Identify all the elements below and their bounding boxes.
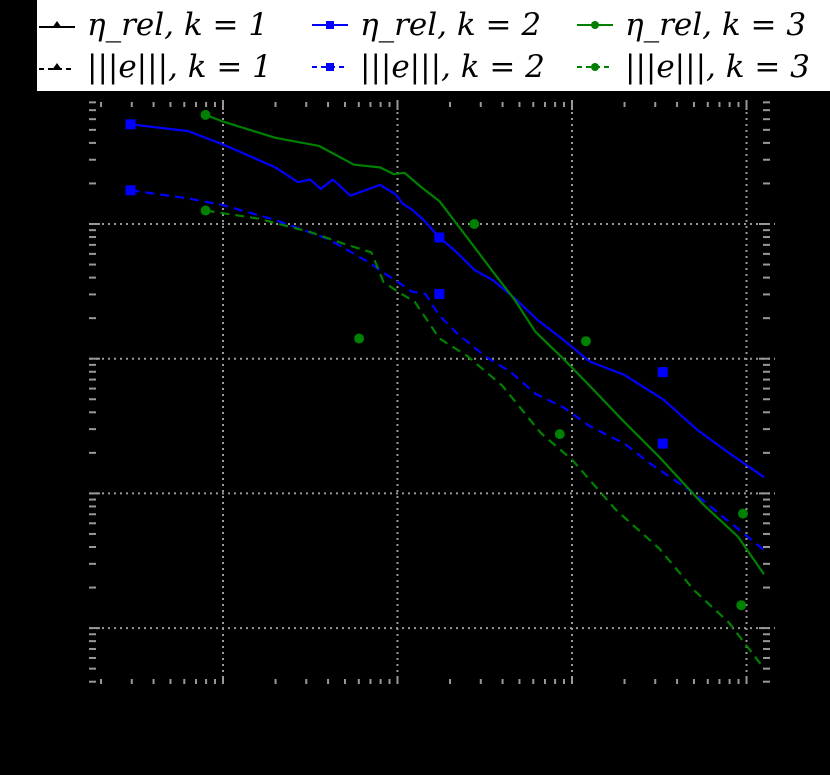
legend-label: η_rel, k = 2 — [360, 7, 542, 43]
legend-dashed-square-icon — [312, 63, 348, 71]
legend-label: |||e|||, k = 3 — [625, 49, 810, 85]
circle-marker-icon — [580, 336, 591, 347]
series-line — [205, 209, 765, 670]
square-marker-icon — [434, 289, 445, 300]
circle-marker-icon — [200, 109, 211, 120]
circle-marker-icon — [554, 429, 565, 440]
legend-line-triangle-icon — [39, 21, 75, 28]
legend-line-circle-icon — [577, 21, 613, 29]
gridlines — [90, 100, 775, 685]
legend-dashed-triangle-icon — [39, 63, 75, 70]
circle-marker-icon — [200, 205, 211, 216]
legend-line-square-icon — [312, 21, 348, 29]
data-series — [125, 109, 765, 670]
legend-label: |||e|||, k = 1 — [87, 49, 272, 85]
circle-marker-icon — [354, 333, 365, 344]
circle-marker-icon — [469, 219, 480, 229]
legend-item-err-k2: |||e|||, k = 2 — [312, 47, 545, 87]
circle-marker-icon — [736, 600, 747, 611]
legend: η_rel, k = 1 η_rel, k = 2 η_rel, k = 3 |… — [37, 0, 830, 91]
legend-label: η_rel, k = 1 — [87, 7, 269, 43]
legend-item-eta-k2: η_rel, k = 2 — [312, 5, 541, 45]
circle-marker-icon — [738, 508, 749, 519]
square-marker-icon — [125, 185, 136, 196]
legend-item-eta-k1: η_rel, k = 1 — [39, 5, 268, 45]
series-line — [130, 123, 765, 479]
legend-dashed-circle-icon — [577, 63, 613, 71]
square-marker-icon — [434, 232, 445, 243]
legend-item-err-k3: |||e|||, k = 3 — [577, 47, 810, 87]
square-marker-icon — [657, 438, 668, 449]
series-line — [205, 113, 765, 575]
legend-label: η_rel, k = 3 — [625, 7, 807, 43]
legend-item-eta-k3: η_rel, k = 3 — [577, 5, 806, 45]
square-marker-icon — [125, 119, 136, 130]
legend-item-err-k1: |||e|||, k = 1 — [39, 47, 272, 87]
square-marker-icon — [657, 367, 668, 378]
series-line — [130, 189, 765, 551]
legend-label: |||e|||, k = 2 — [360, 49, 545, 85]
axis-ticks — [89, 101, 770, 684]
